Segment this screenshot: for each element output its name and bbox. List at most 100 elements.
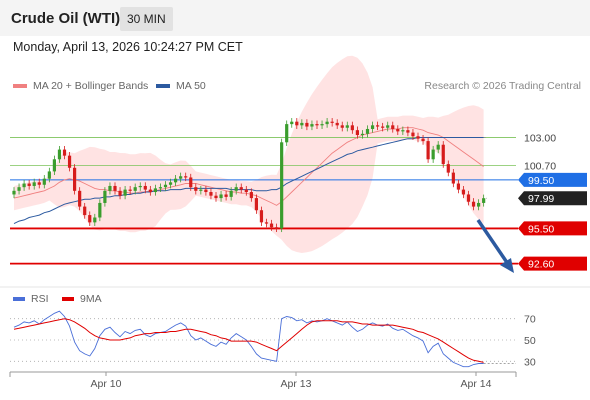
candle-body bbox=[214, 195, 218, 199]
legend-label-bollinger: MA 20 + Bollinger Bands bbox=[33, 80, 149, 92]
candle-body bbox=[153, 188, 157, 193]
level-tag-bg-support-2 bbox=[518, 256, 587, 271]
candle-body bbox=[47, 171, 51, 179]
candle-body bbox=[466, 194, 471, 202]
ma50-line bbox=[13, 137, 484, 225]
candle-body bbox=[128, 189, 132, 191]
x-tick-label: Apr 10 bbox=[91, 378, 122, 390]
candle-body bbox=[22, 183, 26, 188]
candle-body bbox=[234, 187, 238, 191]
level-label-pivot: 99.50 bbox=[528, 175, 554, 187]
forecast-arrow-head bbox=[500, 258, 514, 273]
candle-body bbox=[355, 130, 359, 136]
x-tick-label: Apr 14 bbox=[461, 378, 492, 390]
candle-body bbox=[88, 215, 92, 223]
legend-rsi: RSI bbox=[13, 293, 49, 305]
candle-body bbox=[431, 149, 435, 160]
legend-swatch-bollinger bbox=[13, 84, 27, 89]
candle-body bbox=[360, 133, 365, 136]
candle-body bbox=[330, 121, 334, 123]
candle-body bbox=[376, 125, 380, 127]
candle-body bbox=[254, 198, 258, 211]
candle-body bbox=[340, 125, 344, 128]
candle-body bbox=[350, 125, 354, 131]
legend-label-9ma: 9MA bbox=[80, 293, 102, 305]
header-bar: Crude Oil (WTI) 30 MIN bbox=[0, 0, 590, 36]
candle-body bbox=[482, 198, 486, 203]
legend-9ma: 9MA bbox=[62, 293, 102, 305]
candle-body bbox=[204, 189, 208, 193]
candle-body bbox=[401, 130, 405, 132]
level-label-resistance-1: 103.00 bbox=[524, 132, 556, 144]
bollinger-band-area bbox=[14, 55, 484, 254]
candle-body bbox=[103, 190, 107, 203]
candle-body bbox=[83, 206, 87, 216]
candle-body bbox=[224, 194, 228, 197]
candle-body bbox=[386, 125, 390, 128]
level-tag-bg-last-price bbox=[518, 191, 587, 206]
level-label-resistance-2: 100.70 bbox=[524, 160, 556, 172]
candle-body bbox=[174, 178, 178, 183]
x-tick-label: Apr 13 bbox=[281, 378, 312, 390]
candle-body bbox=[259, 210, 264, 223]
level-tag-pivot: 99.50 bbox=[518, 172, 587, 187]
candle-body bbox=[461, 189, 466, 195]
candle-body bbox=[229, 190, 233, 197]
candle-body bbox=[209, 192, 213, 196]
rsi-ma-line bbox=[13, 318, 484, 363]
candle-body bbox=[118, 190, 122, 196]
candle-body bbox=[411, 132, 415, 137]
candle-body bbox=[335, 122, 339, 126]
candle-body bbox=[325, 121, 329, 125]
candle-body bbox=[93, 217, 97, 223]
legend-bollinger: MA 20 + Bollinger Bands bbox=[13, 80, 148, 92]
candle-body bbox=[199, 189, 203, 191]
candle-body bbox=[12, 190, 16, 195]
level-label-last-price: 97.99 bbox=[528, 193, 554, 205]
candle-body bbox=[391, 125, 395, 129]
candle-body bbox=[471, 201, 476, 207]
level-tag-bg-support-1 bbox=[518, 221, 587, 236]
legend-swatch-rsi bbox=[13, 297, 25, 302]
forecast-arrow-shaft bbox=[476, 219, 510, 265]
candle-body bbox=[406, 130, 410, 133]
candle-body bbox=[194, 187, 198, 191]
candle-body bbox=[456, 183, 460, 190]
candle-body bbox=[280, 142, 284, 229]
rsi-line bbox=[13, 310, 484, 368]
instrument-title: Crude Oil (WTI) bbox=[11, 10, 121, 27]
candle-body bbox=[244, 189, 248, 193]
candle-body bbox=[123, 189, 127, 196]
candle-body bbox=[189, 177, 193, 188]
rsi-tick-label: 30 bbox=[524, 356, 536, 368]
candle-body bbox=[446, 164, 450, 173]
candle-body bbox=[381, 126, 385, 128]
candle-body bbox=[158, 187, 163, 189]
candle-body bbox=[426, 141, 430, 160]
candle-body bbox=[436, 144, 440, 150]
candle-body bbox=[67, 155, 72, 168]
candle-body bbox=[219, 194, 223, 199]
level-label-support-1: 95.50 bbox=[528, 223, 554, 235]
candle-body bbox=[57, 149, 62, 160]
candle-body bbox=[163, 184, 168, 188]
candle-body bbox=[441, 144, 445, 165]
candle-body bbox=[285, 124, 289, 143]
legend-label-rsi: RSI bbox=[31, 293, 49, 305]
timeframe-button[interactable]: 30 MIN bbox=[120, 7, 173, 31]
candle-body bbox=[249, 192, 253, 199]
candle-body bbox=[42, 178, 46, 185]
rsi-tick-label: 70 bbox=[524, 314, 536, 326]
candle-body bbox=[264, 222, 269, 224]
level-label-support-2: 92.60 bbox=[528, 259, 554, 271]
level-tag-last-price: 97.99 bbox=[518, 191, 587, 206]
candle-body bbox=[305, 122, 309, 127]
rsi-tick-label: 50 bbox=[524, 335, 536, 347]
candle-body bbox=[17, 187, 21, 191]
candle-body bbox=[37, 182, 41, 185]
candle-body bbox=[269, 223, 274, 228]
candle-body bbox=[396, 128, 400, 132]
candle-body bbox=[143, 185, 147, 190]
candle-body bbox=[73, 167, 77, 191]
